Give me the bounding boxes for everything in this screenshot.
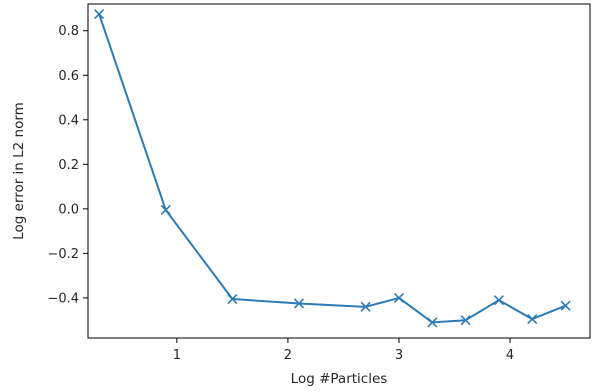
data-point-marker	[227, 293, 238, 305]
data-point-marker	[560, 300, 571, 311]
x-tick-label: 1	[173, 348, 181, 363]
data-point-marker	[393, 292, 405, 303]
series-line	[98, 13, 566, 324]
y-tick-label: 0.8	[58, 24, 79, 39]
data-point-marker	[460, 315, 471, 326]
y-tick-label: 0.2	[58, 158, 79, 173]
data-point-marker	[94, 8, 105, 20]
y-tick-label: 0.0	[58, 202, 79, 217]
y-tick-label: 0.4	[58, 113, 79, 128]
data-point-marker	[293, 298, 305, 309]
y-axis-ticks: 0.8 0.6 0.4 0.2 0.0 −0.2 −0.4	[47, 24, 88, 306]
x-axis-ticks: 1 2 3 4	[173, 338, 514, 363]
plot-area-frame	[87, 3, 591, 339]
series-layer	[94, 8, 571, 328]
data-point-marker	[160, 204, 171, 216]
y-tick-label: −0.2	[47, 247, 79, 262]
y-axis-label: Log error in L2 norm	[11, 102, 27, 240]
data-point-marker	[493, 295, 504, 306]
x-axis-label: Log #Particles	[291, 371, 388, 387]
y-tick-label: 0.6	[58, 69, 79, 84]
data-point-marker	[527, 314, 538, 325]
data-point-marker	[360, 301, 371, 312]
x-tick-label: 4	[506, 348, 514, 363]
x-tick-label: 3	[395, 348, 403, 363]
x-tick-label: 2	[284, 348, 292, 363]
y-tick-label: −0.4	[47, 291, 79, 306]
data-point-marker	[427, 317, 438, 328]
